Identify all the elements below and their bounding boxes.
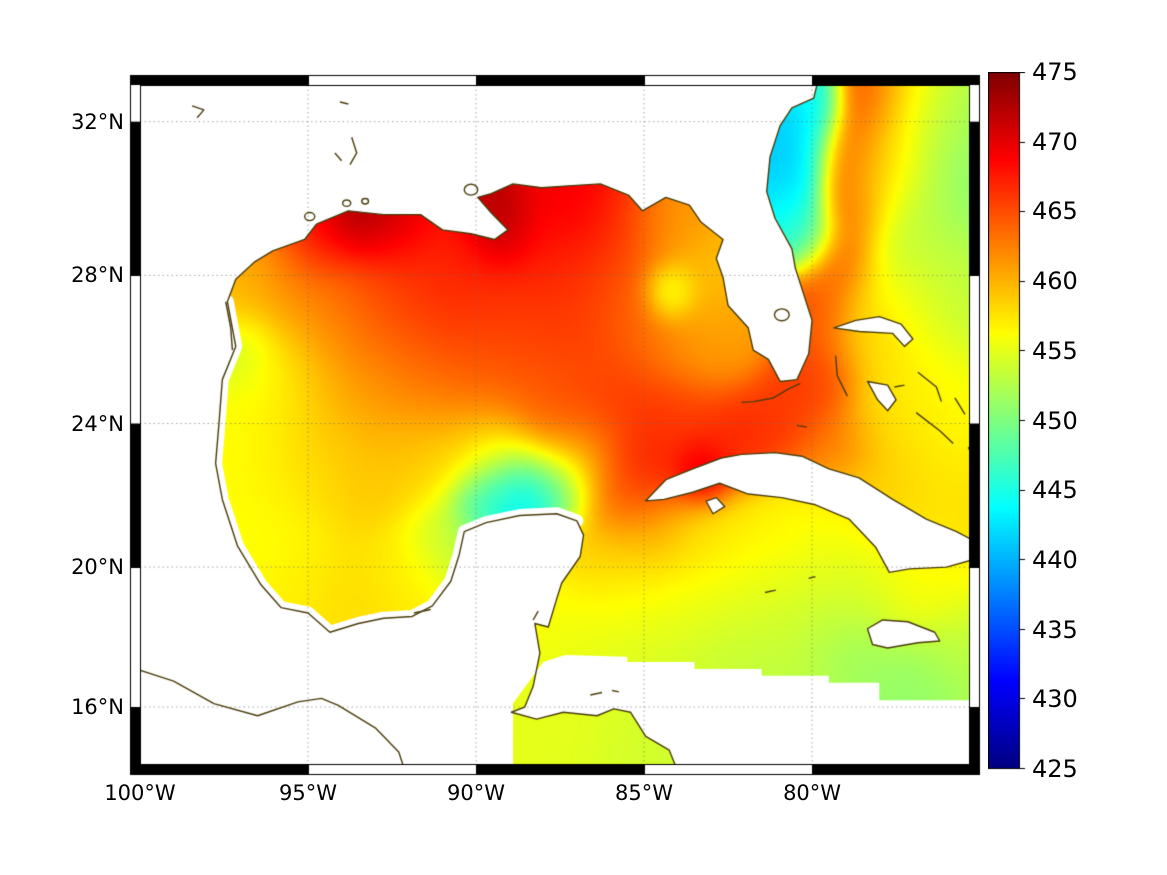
colorbar-tick-label: 425 [1032, 755, 1078, 783]
colorbar-tick-label: 430 [1032, 685, 1078, 714]
y-tick-label: 28°N [71, 263, 124, 288]
y-tick-label: 16°N [71, 695, 124, 720]
y-tick-label: 20°N [71, 555, 124, 580]
x-tick-label: 90°W [447, 781, 506, 805]
colorbar-tick-label: 460 [1032, 267, 1078, 296]
y-tick-label: 32°N [71, 109, 124, 134]
colorbar-tick-label: 465 [1032, 197, 1078, 226]
colorbar-tick-label: 450 [1032, 406, 1078, 435]
x-tick-label: 95°W [279, 781, 338, 805]
colorbar-tick-label: 440 [1032, 545, 1078, 574]
colorbar-tick-label: 455 [1032, 336, 1078, 365]
colorbar-tick-label: 445 [1032, 476, 1078, 505]
colorbar-tick-label: 470 [1032, 127, 1078, 156]
x-tick-label: 80°W [783, 781, 842, 805]
colorbar-gradient [988, 72, 1028, 770]
x-tick-label: 85°W [615, 781, 674, 805]
x-tick-label: 100°W [104, 781, 176, 805]
colorbar-tick-label: 475 [1032, 58, 1078, 86]
colorbar-tick-label: 435 [1032, 615, 1078, 644]
y-tick-label: 24°N [71, 411, 124, 436]
